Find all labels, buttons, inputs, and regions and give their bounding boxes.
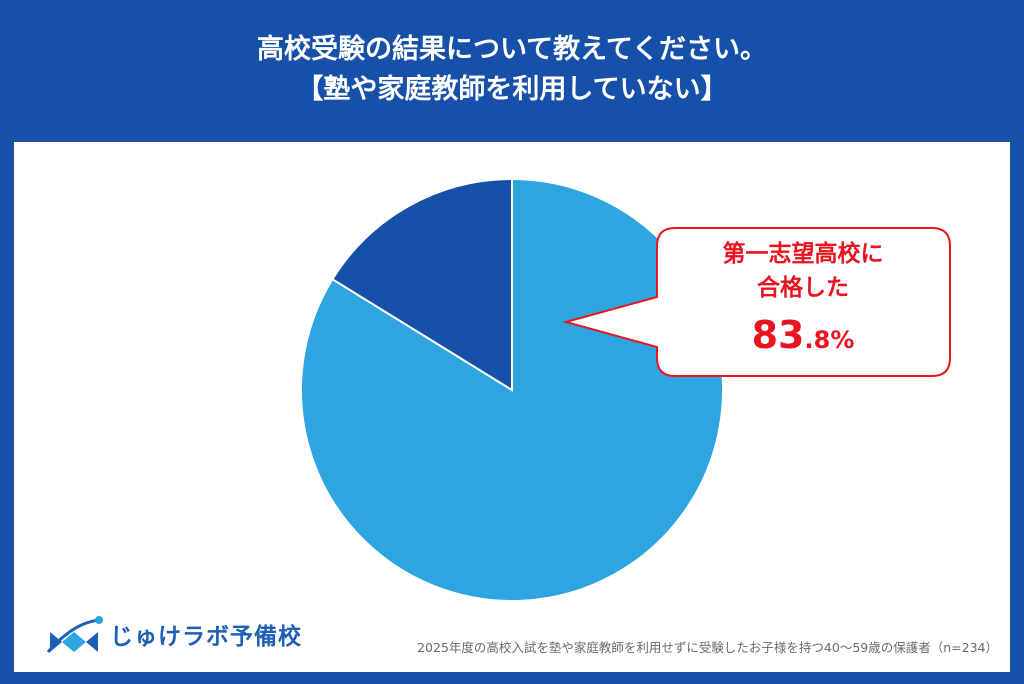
book-logo-icon (46, 616, 103, 653)
title-line-1: 高校受験の結果について教えてください。 (256, 34, 768, 65)
footnote: 2025年度の高校入試を塾や家庭教師を利用せずに受験したお子様を持つ40〜59歳… (417, 640, 998, 655)
logo-text: じゅけラボ予備校 (110, 624, 302, 650)
chart-title: 高校受験の結果について教えてください。 【塾や家庭教師を利用していない】 (0, 30, 1024, 110)
logo: じゅけラボ予備校 (44, 612, 302, 656)
pie-chart (300, 177, 724, 602)
chart-panel: 第一志望高校に 合格した 83.8% じゅけラボ予備校 2025年度の高校入試を… (14, 142, 1010, 672)
title-line-2: 【塾や家庭教師を利用していない】 (296, 74, 728, 105)
pie-slice-2 (331, 177, 513, 392)
